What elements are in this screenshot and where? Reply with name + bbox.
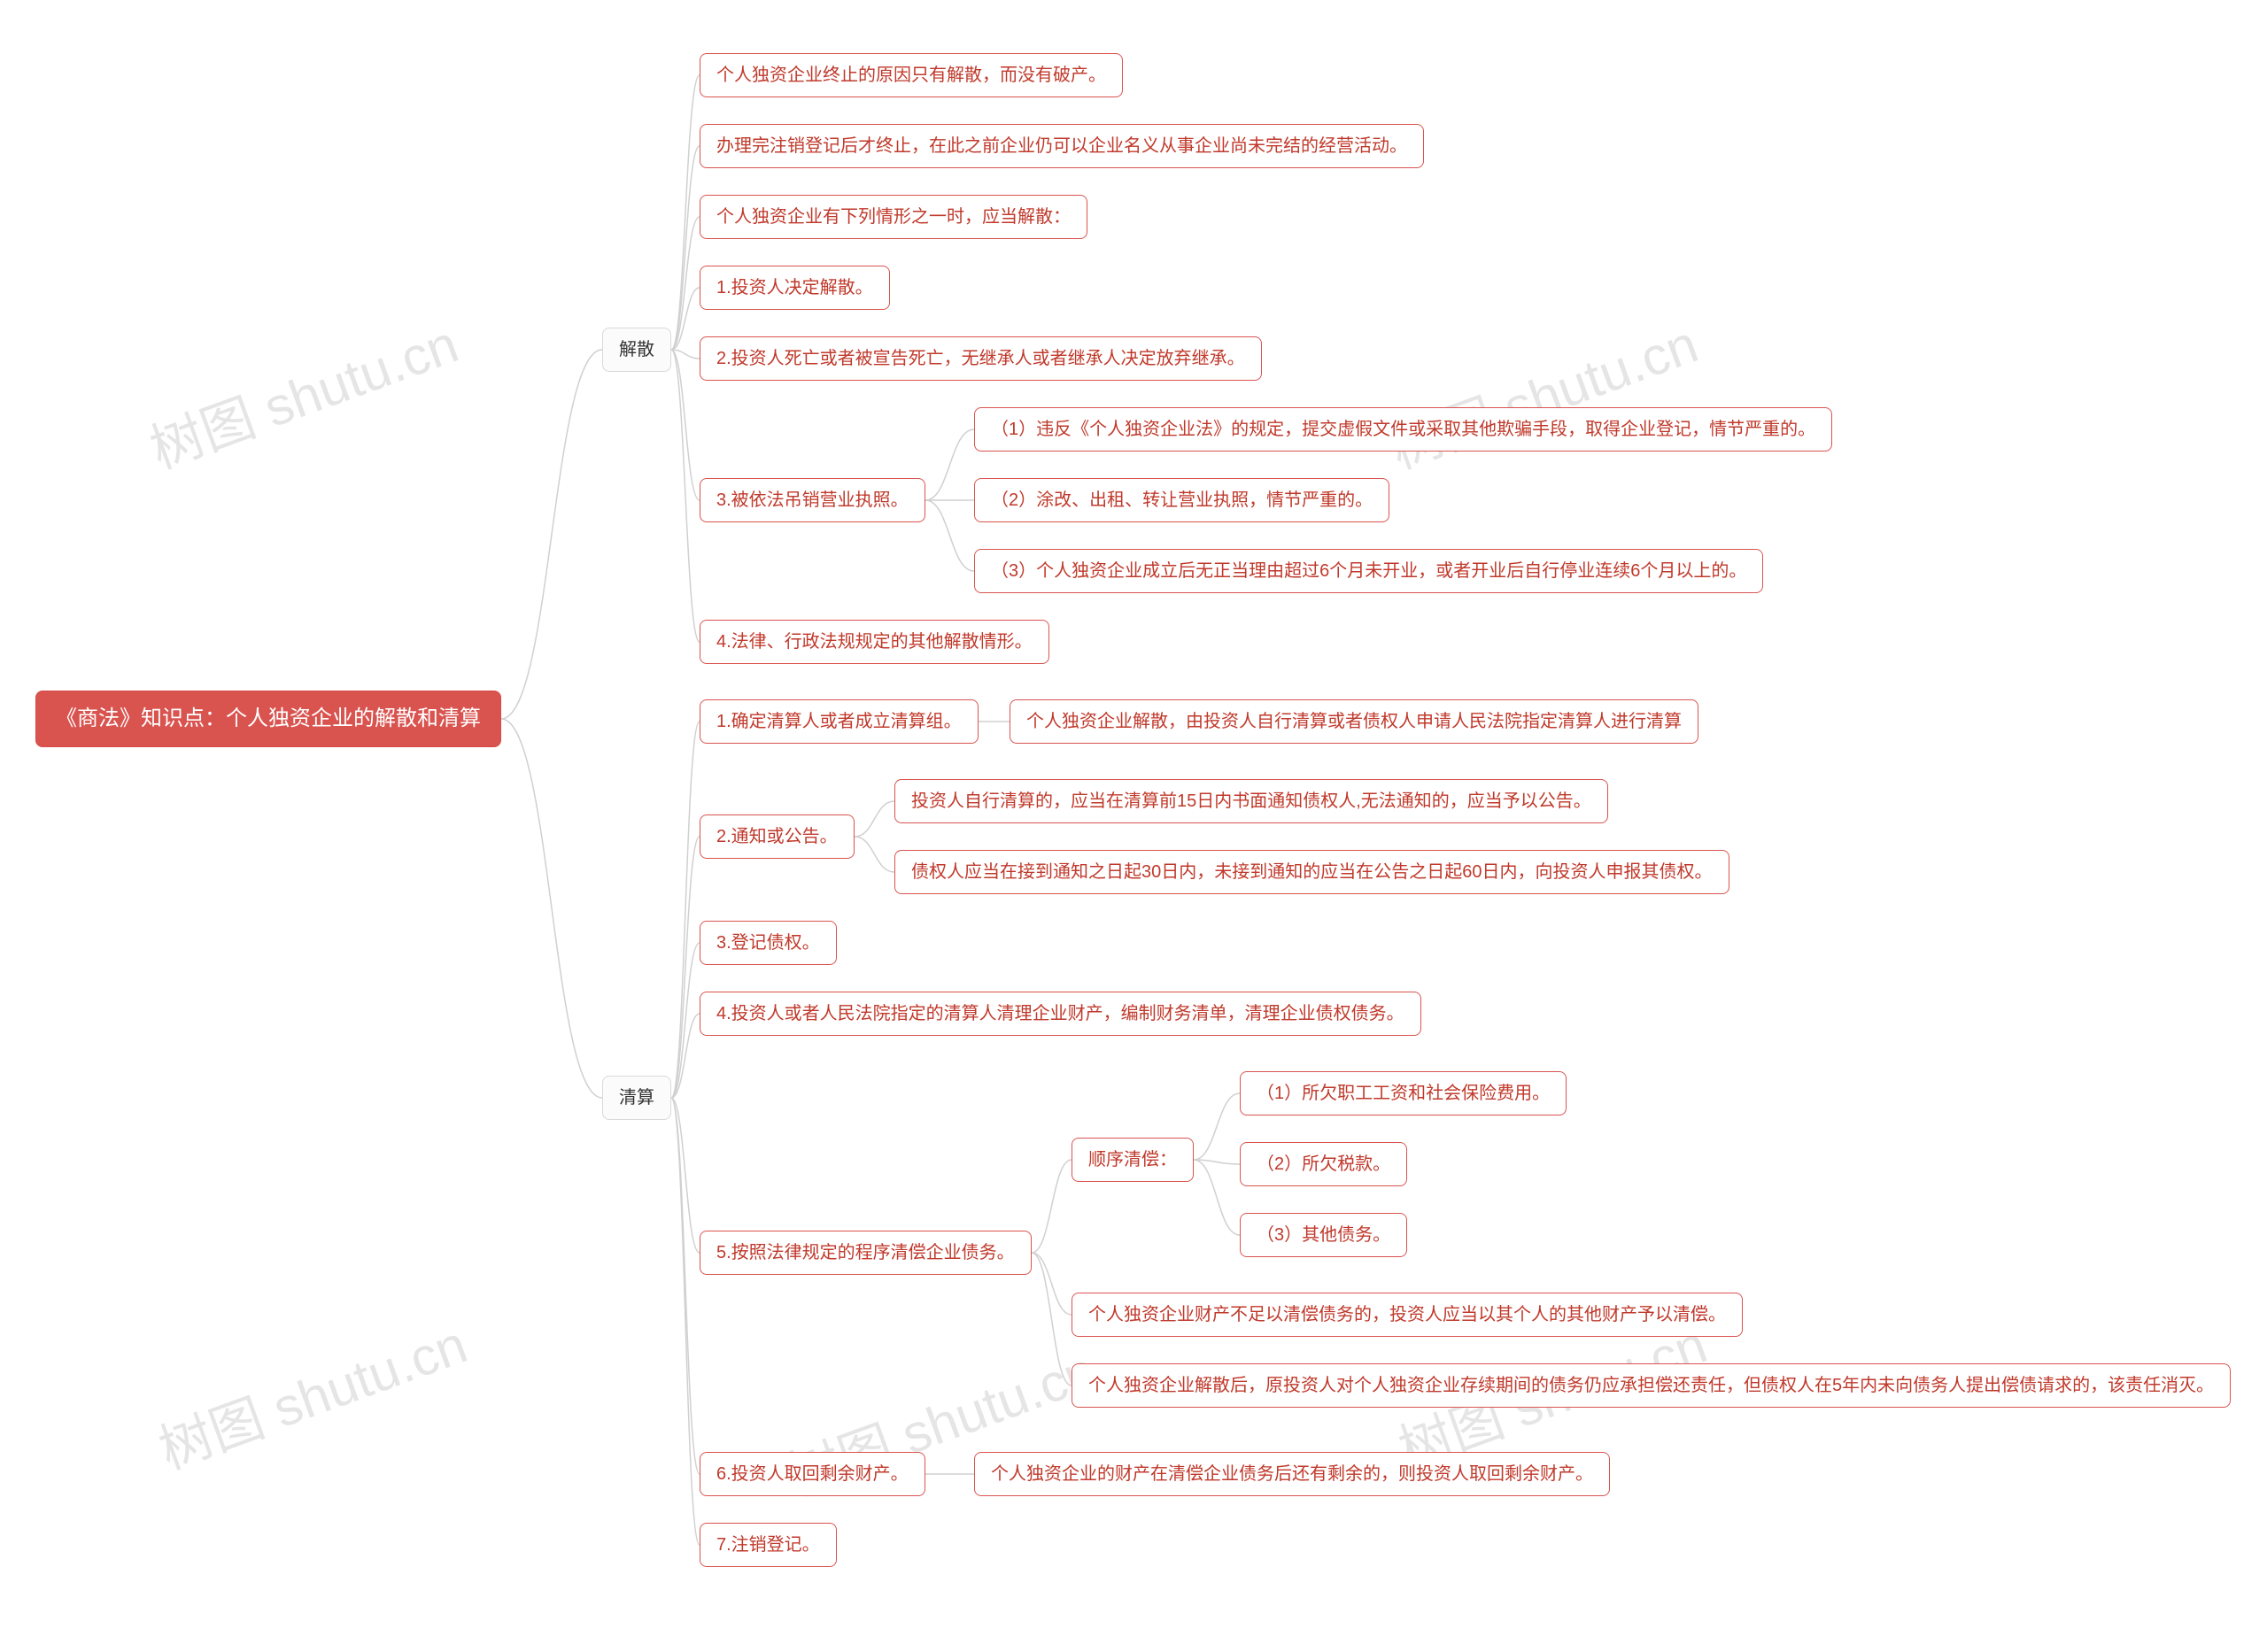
mindmap-node[interactable]: 顺序清偿： [1072,1138,1194,1182]
mindmap-node[interactable]: 解散 [602,328,671,372]
mindmap-node[interactable]: （2）所欠税款。 [1240,1142,1407,1186]
mindmap-node[interactable]: 债权人应当在接到通知之日起30日内，未接到通知的应当在公告之日起60日内，向投资… [894,850,1729,894]
mindmap-node[interactable]: 个人独资企业终止的原因只有解散，而没有破产。 [700,53,1123,97]
mindmap-node[interactable]: 个人独资企业解散后，原投资人对个人独资企业存续期间的债务仍应承担偿还责任，但债权… [1072,1363,2231,1408]
watermark: 树图 shutu.cn [1378,301,1706,483]
mindmap-node[interactable]: 3.被依法吊销营业执照。 [700,478,925,522]
mindmap-node[interactable]: 4.投资人或者人民法院指定的清算人清理企业财产，编制财务清单，清理企业债权债务。 [700,992,1421,1036]
mindmap-node[interactable]: 2.通知或公告。 [700,814,855,859]
mindmap-node[interactable]: （2）涂改、出租、转让营业执照，情节严重的。 [974,478,1389,522]
mindmap-node[interactable]: 清算 [602,1076,671,1120]
mindmap-root[interactable]: 《商法》知识点：个人独资企业的解散和清算 [35,691,501,747]
mindmap-node[interactable]: （3）个人独资企业成立后无正当理由超过6个月未开业，或者开业后自行停业连续6个月… [974,549,1763,593]
mindmap-node[interactable]: 投资人自行清算的，应当在清算前15日内书面通知债权人,无法通知的，应当予以公告。 [894,779,1608,823]
mindmap-node[interactable]: 1.确定清算人或者成立清算组。 [700,699,979,744]
mindmap-node[interactable]: 个人独资企业财产不足以清偿债务的，投资人应当以其个人的其他财产予以清偿。 [1072,1293,1743,1337]
mindmap-node[interactable]: 1.投资人决定解散。 [700,266,890,310]
mindmap-node[interactable]: （1）所欠职工工资和社会保险费用。 [1240,1071,1567,1115]
mindmap-node[interactable]: （3）其他债务。 [1240,1213,1407,1257]
mindmap-node[interactable]: 4.法律、行政法规规定的其他解散情形。 [700,620,1049,664]
mindmap-node[interactable]: 办理完注销登记后才终止，在此之前企业仍可以企业名义从事企业尚未完结的经营活动。 [700,124,1424,168]
mindmap-node[interactable]: 3.登记债权。 [700,921,837,965]
mindmap-node[interactable]: 2.投资人死亡或者被宣告死亡，无继承人或者继承人决定放弃继承。 [700,336,1262,381]
mindmap-node[interactable]: （1）违反《个人独资企业法》的规定，提交虚假文件或采取其他欺骗手段，取得企业登记… [974,407,1832,452]
mindmap-node[interactable]: 6.投资人取回剩余财产。 [700,1452,925,1496]
mindmap-node[interactable]: 5.按照法律规定的程序清偿企业债务。 [700,1231,1032,1275]
watermark: 树图 shutu.cn [138,301,467,483]
mindmap-node[interactable]: 7.注销登记。 [700,1523,837,1567]
mindmap-node[interactable]: 个人独资企业有下列情形之一时，应当解散： [700,195,1087,239]
mindmap-node[interactable]: 个人独资企业解散，由投资人自行清算或者债权人申请人民法院指定清算人进行清算 [1010,699,1698,744]
watermark: 树图 shutu.cn [147,1301,476,1484]
mindmap-node[interactable]: 个人独资企业的财产在清偿企业债务后还有剩余的，则投资人取回剩余财产。 [974,1452,1610,1496]
